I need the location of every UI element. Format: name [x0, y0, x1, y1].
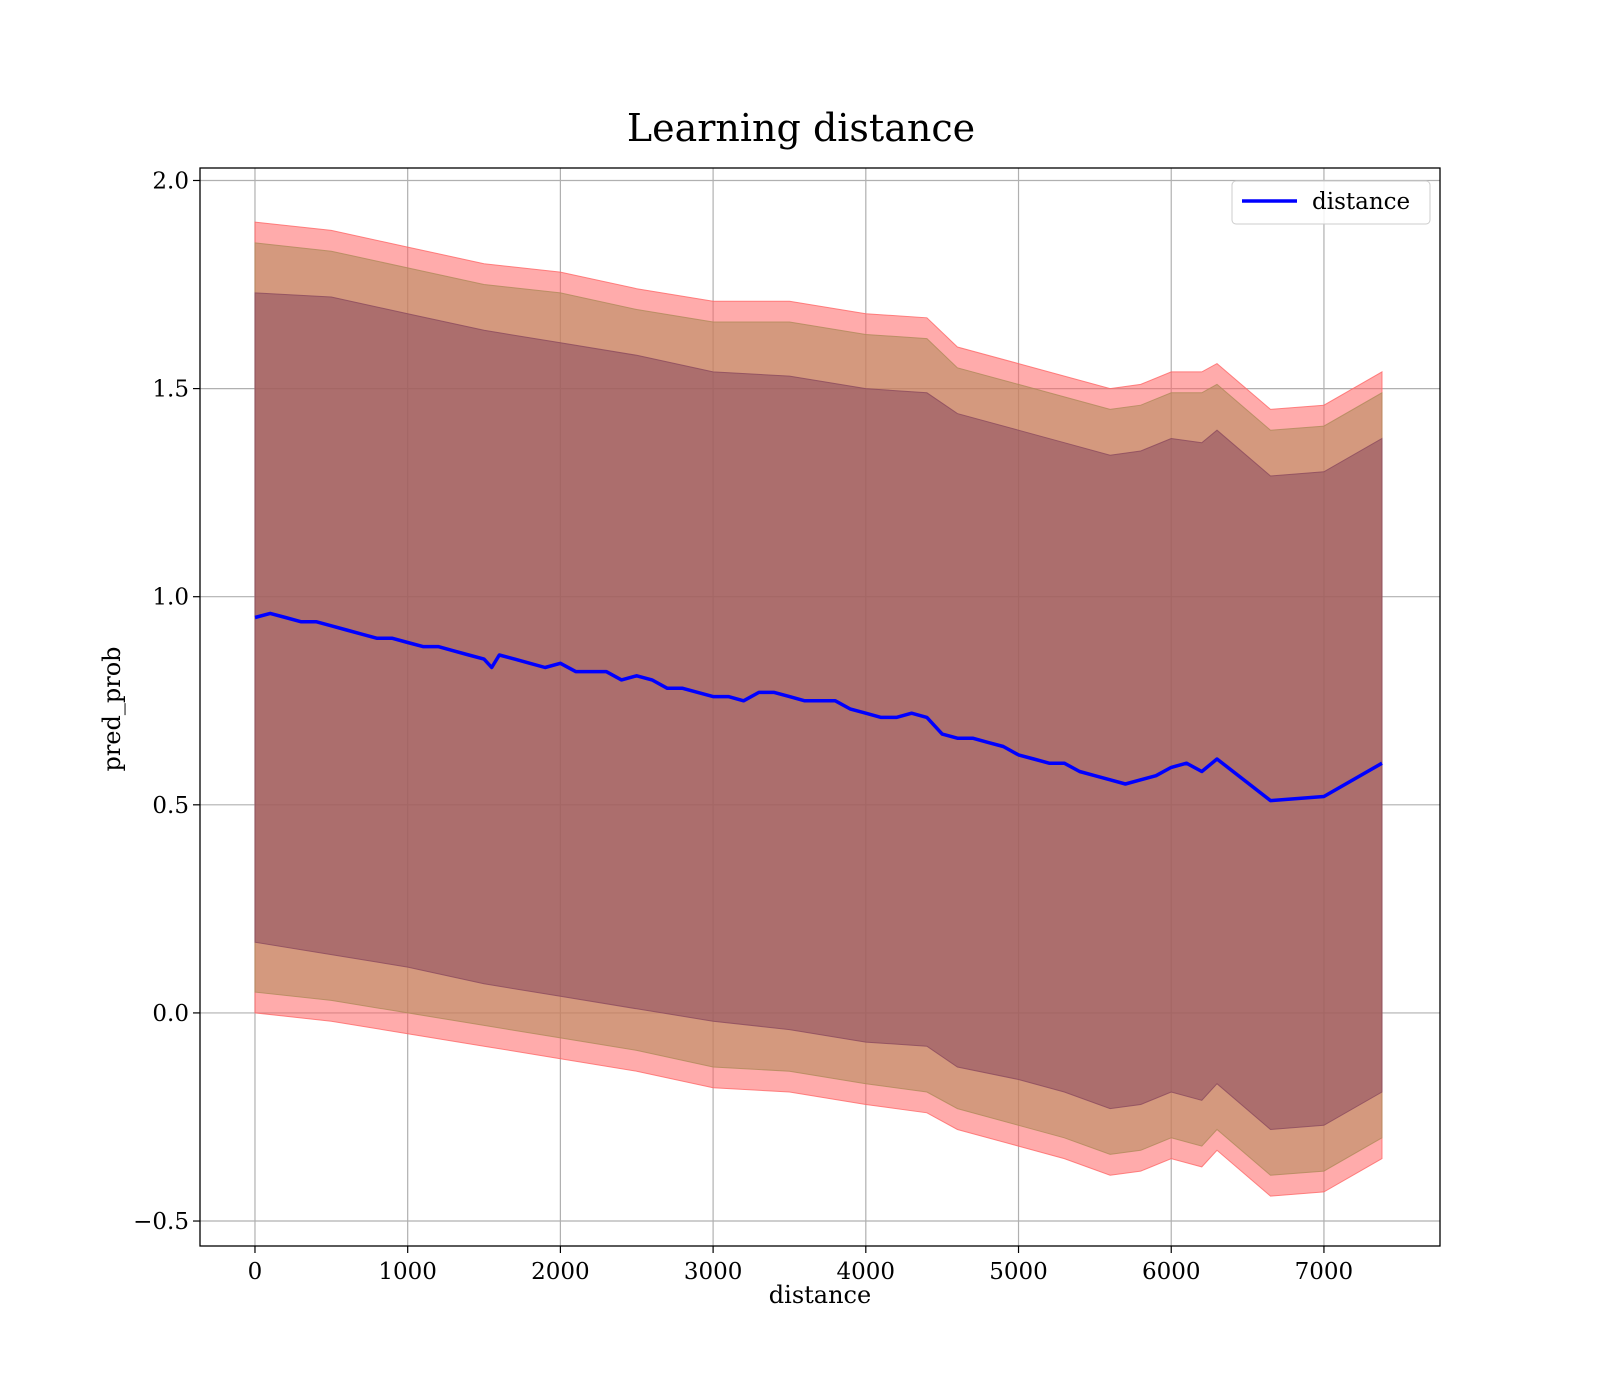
bands [254, 221, 1383, 1197]
y-tick-label: 2.0 [152, 168, 189, 194]
legend: distance [1231, 180, 1431, 225]
y-tick-label: 0.0 [152, 1001, 189, 1027]
legend-box [1231, 180, 1431, 225]
x-tick-label: 3000 [684, 1259, 743, 1285]
y-tick-label: −0.5 [133, 1209, 189, 1235]
legend-label: distance [1312, 189, 1410, 215]
series-lines [254, 611, 1383, 803]
y-tick-label: 1.0 [152, 585, 189, 611]
chart-title: Learning distance [627, 106, 975, 150]
confidence-band [254, 292, 1383, 1131]
x-tick-label: 2000 [531, 1259, 590, 1285]
ticks: 0 1000 2000 3000 4000 5000 6000 7000 −0.5 0.0 0.5 1… [133, 168, 1353, 1285]
x-tick-label: 0 [248, 1259, 263, 1285]
plot-frame [199, 167, 1441, 1247]
x-tick-label: 4000 [837, 1259, 896, 1285]
x-tick-label: 6000 [1142, 1259, 1201, 1285]
y-tick-label: 1.5 [152, 377, 189, 403]
y-tick-label: 0.5 [152, 793, 189, 819]
series-line-distance [254, 611, 1383, 803]
y-axis-label: pred_prob [98, 646, 126, 771]
x-tick-label: 7000 [1295, 1259, 1354, 1285]
x-tick-label: 5000 [989, 1259, 1048, 1285]
x-axis-label: distance [769, 1281, 871, 1309]
x-tick-label: 1000 [378, 1259, 437, 1285]
